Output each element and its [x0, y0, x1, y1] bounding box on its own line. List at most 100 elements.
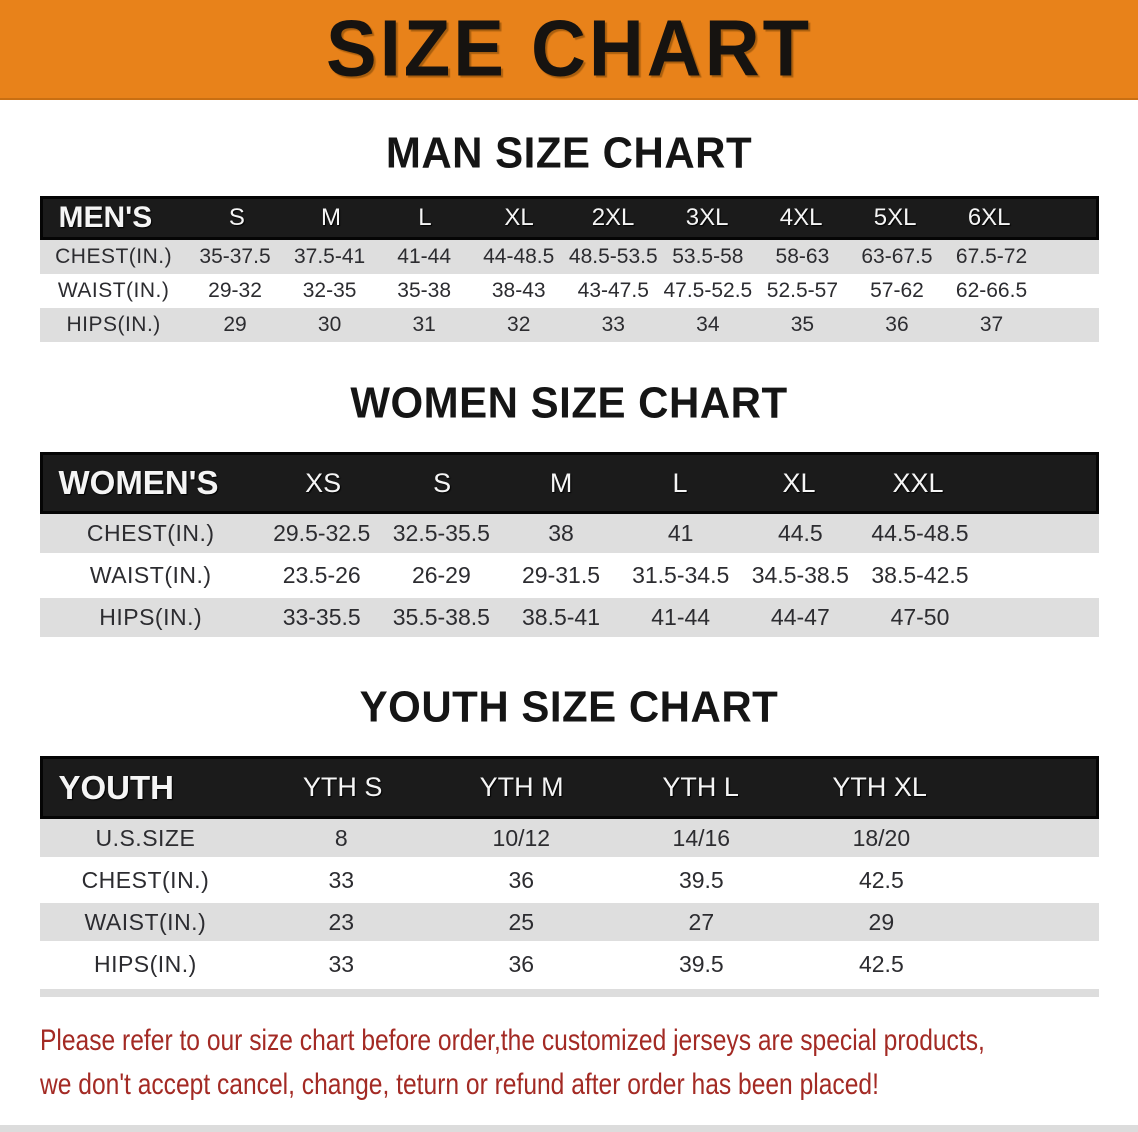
size-value: 47.5-52.5 [663, 279, 753, 302]
men-section-heading: MAN SIZE CHART [385, 128, 753, 177]
disclaimer-line-2: we don't accept cancel, change, teturn o… [40, 1068, 879, 1101]
size-value: 23 [328, 908, 355, 935]
men-table-header-label: MEN'S [58, 201, 153, 234]
size-value: 23.5-26 [282, 562, 361, 588]
size-value: 41-44 [651, 604, 711, 630]
row-label: HIPS(IN.) [66, 313, 161, 336]
row-label: U.S.SIZE [95, 824, 196, 851]
size-value: 38.5-41 [522, 604, 601, 630]
size-value: 42.5 [858, 950, 904, 977]
size-value: 38 [548, 520, 574, 546]
women-size-col-header: XS [305, 467, 342, 498]
size-value: 34.5-38.5 [751, 562, 849, 588]
size-value: 47-50 [890, 604, 950, 630]
size-value: 29-31.5 [522, 562, 601, 588]
size-value: 42.5 [858, 866, 904, 893]
women-table-header-label: WOMEN'S [58, 464, 219, 501]
size-value: 36 [508, 950, 535, 977]
row-label: HIPS(IN.) [93, 950, 197, 977]
size-value: 31 [412, 313, 436, 336]
size-value: 29-32 [208, 279, 262, 302]
women-size-col-header: XXL [892, 467, 944, 498]
youth-chest-row: CHEST(IN.) 33 36 39.5 42.5 [39, 861, 1099, 903]
size-value: 10/12 [492, 824, 551, 851]
banner-title: SIZE CHART [326, 3, 812, 94]
size-value: 33-35.5 [282, 604, 361, 630]
women-size-col-header: S [433, 467, 452, 498]
size-value: 36 [508, 866, 535, 893]
size-value: 35 [790, 313, 815, 336]
youth-size-col-header: YTH S [302, 772, 383, 802]
men-size-col-header: 2XL [591, 204, 635, 231]
row-label: CHEST(IN.) [86, 520, 215, 546]
size-value: 62-66.5 [955, 279, 1028, 302]
size-value: 25 [508, 908, 535, 935]
women-hips-row: HIPS(IN.) 33-35.5 35.5-38.5 38.5-41 41-4… [39, 598, 1099, 640]
men-size-col-header: 3XL [685, 204, 729, 231]
size-value: 32.5-35.5 [392, 520, 490, 546]
youth-table-header-row: YOUTH YTH S YTH M YTH L YTH XL [39, 756, 1099, 819]
men-size-col-header: 4XL [779, 204, 823, 231]
size-value: 30 [317, 313, 342, 336]
size-value: 29 [223, 313, 247, 336]
women-table-header-row: WOMEN'S XS S M L XL XXL [39, 452, 1099, 514]
size-value: 39.5 [678, 950, 724, 977]
size-value: 31.5-34.5 [632, 562, 730, 588]
men-size-col-header: 5XL [873, 204, 917, 231]
youth-hips-row: HIPS(IN.) 33 36 39.5 42.5 [39, 945, 1099, 987]
men-size-col-header: 6XL [967, 204, 1011, 231]
men-waist-row: WAIST(IN.) 29-32 32-35 35-38 38-43 43-47… [39, 274, 1099, 308]
size-value: 44-48.5 [483, 245, 555, 268]
size-value: 37.5-41 [293, 245, 366, 268]
size-value: 43-47.5 [577, 279, 649, 302]
size-value: 8 [334, 824, 348, 851]
youth-waist-row: WAIST(IN.) 23 25 27 29 [39, 903, 1099, 945]
women-chest-row: CHEST(IN.) 29.5-32.5 32.5-35.5 38 41 44.… [39, 514, 1099, 556]
size-value: 18/20 [852, 824, 911, 851]
youth-section-heading: YOUTH SIZE CHART [359, 682, 779, 731]
size-value: 35-38 [397, 279, 452, 302]
banner: SIZE CHART [0, 0, 1138, 100]
women-size-col-header: M [549, 467, 573, 498]
row-label: CHEST(IN.) [55, 245, 173, 268]
women-size-table: WOMEN'S XS S M L XL XXL CHEST(IN.) 29.5-… [39, 452, 1099, 640]
size-value: 32-35 [302, 279, 357, 302]
size-value: 57-62 [870, 279, 924, 302]
size-value: 44-47 [770, 604, 830, 630]
size-value: 33 [328, 866, 355, 893]
size-value: 52.5-57 [766, 279, 839, 302]
men-table-header-row: MEN'S S M L XL 2XL 3XL 4XL 5XL 6XL [39, 196, 1099, 240]
size-value: 36 [885, 313, 909, 336]
youth-ussize-row: U.S.SIZE 8 10/12 14/16 18/20 [39, 819, 1099, 861]
size-value: 37 [979, 313, 1004, 336]
size-value: 26-29 [411, 562, 471, 588]
size-value: 32 [507, 313, 531, 336]
size-value: 35.5-38.5 [392, 604, 490, 630]
row-label: WAIST(IN.) [57, 279, 170, 302]
youth-size-table: YOUTH YTH S YTH M YTH L YTH XL U.S.SIZE … [39, 756, 1099, 997]
size-value: 35-37.5 [199, 245, 271, 268]
youth-size-col-header: YTH L [662, 772, 739, 802]
size-value: 44.5 [777, 520, 823, 546]
size-value: 33 [601, 313, 625, 336]
women-waist-row: WAIST(IN.) 23.5-26 26-29 29-31.5 31.5-34… [39, 556, 1099, 598]
women-size-col-header: L [672, 467, 688, 498]
men-size-table: MEN'S S M L XL 2XL 3XL 4XL 5XL 6XL CHEST… [39, 196, 1099, 342]
size-value: 41 [667, 520, 694, 546]
size-value: 38-43 [491, 279, 546, 302]
row-label: CHEST(IN.) [81, 866, 210, 893]
size-value: 29 [868, 908, 895, 935]
size-value: 53.5-58 [672, 245, 744, 268]
men-size-col-header: XL [504, 204, 534, 231]
men-chest-row: CHEST(IN.) 35-37.5 37.5-41 41-44 44-48.5… [39, 240, 1099, 274]
size-value: 38.5-42.5 [871, 562, 969, 588]
men-hips-row: HIPS(IN.) 29 30 31 32 33 34 35 36 37 [39, 308, 1099, 342]
youth-table-header-label: YOUTH [58, 768, 175, 806]
men-size-col-header: M [320, 204, 341, 231]
page-bottom-strip [0, 1125, 1138, 1132]
women-section-heading: WOMEN SIZE CHART [350, 378, 788, 427]
youth-table-bottom-strip [39, 989, 1099, 997]
size-value: 63-67.5 [861, 245, 933, 268]
size-value: 48.5-53.5 [568, 245, 658, 268]
